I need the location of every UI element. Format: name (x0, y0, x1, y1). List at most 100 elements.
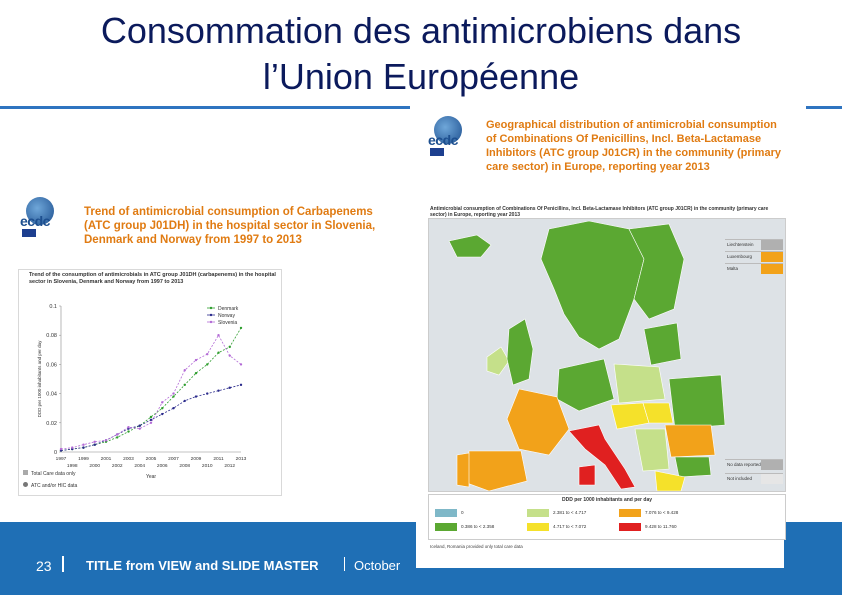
globe-icon (434, 116, 462, 144)
side-legend-label: Liechtenstein (727, 242, 754, 247)
y-tick-label: 0 (54, 450, 57, 456)
legend-label: 0.386 to < 2.358 (461, 524, 495, 529)
data-point-denmark (194, 371, 198, 375)
map-note: Iceland, Romania provided only total car… (430, 544, 523, 549)
ecdc-logo: ecdc (426, 116, 476, 156)
data-point-slovenia (183, 369, 186, 372)
data-point-slovenia (228, 354, 231, 357)
map-caption: Antimicrobial consumption of Combination… (430, 206, 769, 218)
map-region-poland (613, 363, 666, 404)
x-tick-label: 2013 (236, 456, 247, 462)
series-line-denmark (60, 327, 242, 451)
map-region-italy (568, 424, 636, 490)
data-point-slovenia (82, 443, 85, 446)
side-legend-row: Malta (725, 263, 783, 274)
left-panel-heading: Trend of antimicrobial consumption of Ca… (84, 206, 376, 246)
data-point-norway (138, 424, 141, 427)
legend-note: Total Care data only (23, 470, 75, 477)
data-point-slovenia (172, 392, 175, 395)
legend-swatch (435, 523, 457, 531)
map-region-uk (506, 318, 534, 386)
data-point-slovenia (149, 421, 153, 424)
legend-swatch (527, 523, 549, 531)
data-point-denmark (116, 436, 119, 439)
no-data-swatch (761, 460, 783, 470)
side-legend-row: Luxembourg (725, 251, 783, 262)
legend-label: 0 (461, 510, 464, 515)
x-axis-label: Year (146, 474, 156, 480)
legend-label-norway: Norway (218, 313, 235, 319)
y-axis-label: DDD per 1000 inhabitants and per day (37, 340, 42, 418)
data-point-slovenia (138, 427, 141, 430)
legend-label: 2.381 to < 4.717 (553, 510, 587, 515)
x-tick-label: 2008 (179, 463, 190, 469)
data-point-denmark (217, 351, 220, 354)
data-point-norway (228, 386, 231, 389)
x-tick-label: 2010 (202, 463, 213, 469)
note-marker-icon (23, 470, 28, 475)
x-tick-label: 1999 (78, 456, 89, 462)
trend-chart-box: Trend of the consumption of antimicrobia… (18, 269, 282, 496)
title-rule-right (806, 106, 842, 109)
data-point-norway (239, 383, 243, 387)
x-tick-label: 2002 (112, 463, 123, 469)
x-tick-label: 2012 (224, 463, 235, 469)
y-tick-label: 0.1 (49, 304, 57, 310)
footer-title: TITLE from VIEW and SLIDE MASTER (86, 558, 319, 573)
x-tick-label: 2005 (146, 456, 157, 462)
map-region-hungary (642, 402, 674, 424)
legend-note-text: ATC and/or HIC data (31, 483, 78, 489)
slide-title: Consommation des antimicrobiens dans l’U… (0, 8, 842, 100)
data-point-norway (82, 446, 85, 449)
x-tick-label: 2003 (123, 456, 134, 462)
data-point-denmark (228, 345, 231, 349)
penicillin-map-panel: ecdc Geographical distribution of antimi… (416, 108, 786, 568)
footer-divider (344, 557, 345, 571)
chart-caption: Trend of the consumption of antimicrobia… (29, 272, 276, 285)
legend-swatch (527, 509, 549, 517)
right-panel-heading: Geographical distribution of antimicrobi… (486, 119, 781, 173)
title-rule-left (0, 106, 410, 109)
legend-note: ATC and/or HIC data (23, 482, 77, 489)
data-point-denmark (239, 326, 243, 330)
data-point-norway (217, 389, 220, 392)
legend-swatch (619, 523, 641, 531)
data-point-slovenia (59, 447, 63, 451)
data-point-norway (172, 407, 175, 410)
data-point-slovenia (71, 446, 74, 449)
data-point-slovenia (194, 358, 198, 362)
no-data-label: No data reported (727, 462, 761, 467)
trend-line-chart: 0 0.02 0.04 0.06 0.08 0.1 1997 1999 2001 2003 2005… (37, 304, 247, 480)
legend-swatch (619, 509, 641, 517)
legend-marker-denmark (209, 306, 213, 310)
side-legend-label: Malta (727, 266, 739, 271)
data-point-denmark (183, 383, 186, 387)
europe-map-svg (429, 219, 785, 491)
y-tick-label: 0.06 (46, 362, 57, 368)
x-tick-label: 2001 (101, 456, 112, 462)
legend-swatch (435, 509, 457, 517)
data-point-norway (183, 399, 186, 403)
x-tick-label: 2000 (89, 463, 100, 469)
data-point-slovenia (104, 439, 108, 442)
map-legend: DDD per 1000 inhabitants and per day 0 2… (428, 494, 786, 540)
map-region-romania (664, 424, 716, 458)
x-tick-label: 1998 (67, 463, 78, 469)
legend-note-text: Total Care data only (31, 471, 76, 477)
legend-marker-norway (209, 313, 213, 317)
map-region-sardinia (578, 464, 596, 486)
eu-flag-icon (22, 229, 36, 237)
legend-label: 4.717 to < 7.072 (553, 524, 587, 529)
data-point-slovenia (161, 401, 164, 404)
legend-label: 9.428 to 11.760 (645, 524, 677, 529)
y-tick-label: 0.08 (46, 333, 57, 339)
carbapenem-trend-panel: ecdc Trend of antimicrobial consumption … (18, 193, 394, 496)
map-region-bulgaria (674, 456, 712, 478)
map-region-balkans (634, 428, 670, 472)
side-legend-row: Liechtenstein (725, 239, 783, 250)
side-legend-swatch (761, 252, 783, 262)
note-marker-icon (23, 482, 28, 487)
data-point-norway (93, 443, 96, 446)
x-tick-label: 2011 (213, 456, 224, 462)
x-tick-label: 1997 (56, 456, 67, 462)
